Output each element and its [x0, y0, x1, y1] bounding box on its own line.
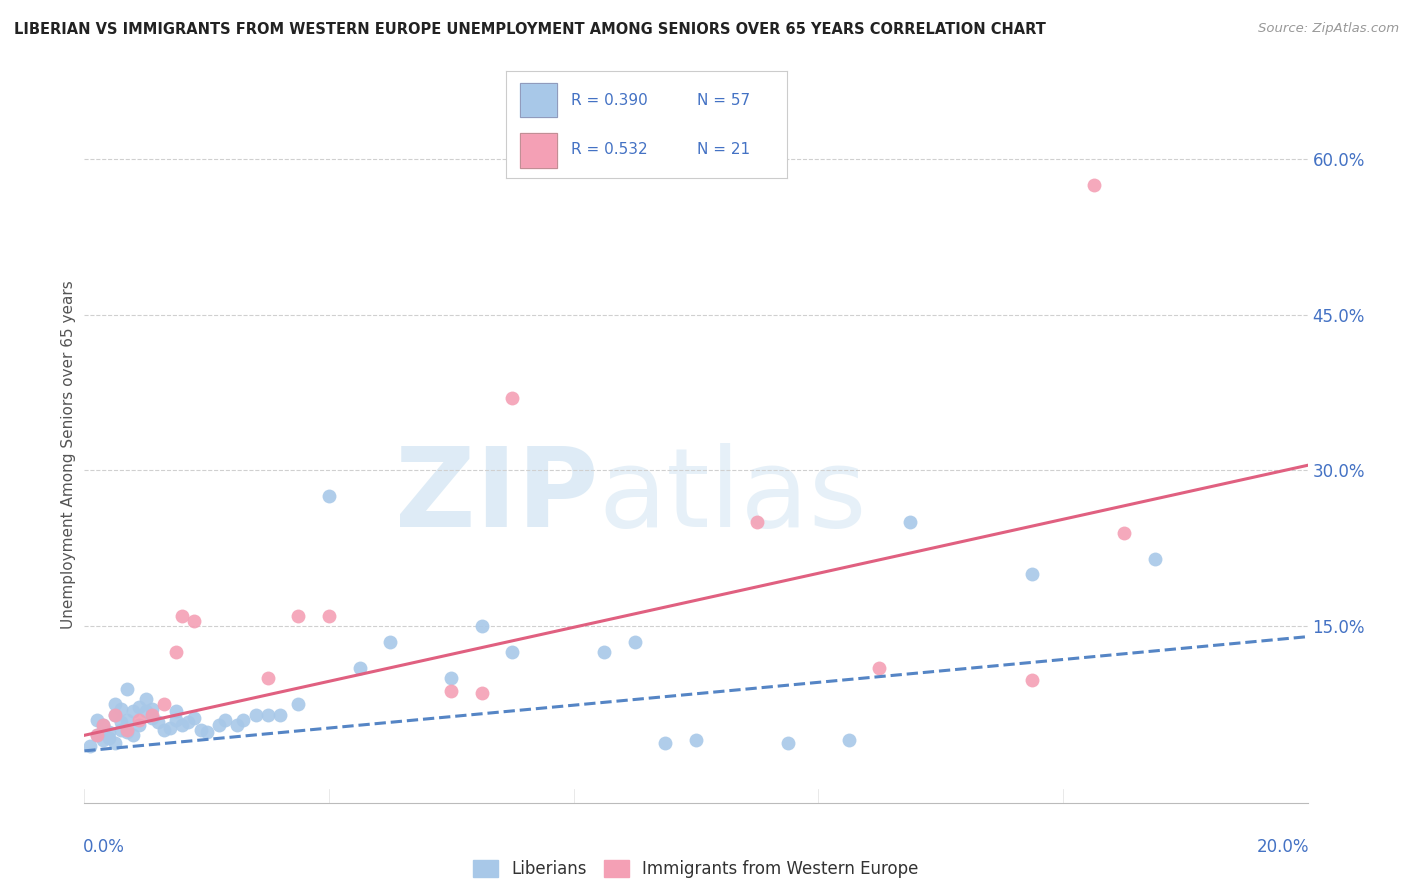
Point — [153, 697, 176, 711]
Point — [624, 635, 647, 649]
Point — [1083, 178, 1105, 192]
Point — [502, 645, 524, 659]
Point — [91, 718, 114, 732]
Point — [195, 725, 218, 739]
Point — [1114, 525, 1136, 540]
Point — [97, 731, 120, 746]
Point — [122, 705, 145, 719]
Point — [440, 671, 463, 685]
Point — [128, 700, 150, 714]
Point — [208, 718, 231, 732]
Point — [165, 645, 187, 659]
Point — [128, 718, 150, 732]
Point — [287, 697, 309, 711]
Point — [91, 733, 114, 747]
Point — [654, 735, 676, 749]
Point — [86, 728, 108, 742]
Text: LIBERIAN VS IMMIGRANTS FROM WESTERN EUROPE UNEMPLOYMENT AMONG SENIORS OVER 65 YE: LIBERIAN VS IMMIGRANTS FROM WESTERN EURO… — [14, 22, 1046, 37]
Text: N = 57: N = 57 — [697, 93, 751, 108]
Point — [172, 608, 194, 623]
Bar — [520, 134, 557, 168]
Point — [141, 711, 163, 725]
Point — [898, 516, 921, 530]
Text: 20.0%: 20.0% — [1257, 838, 1309, 855]
Point — [183, 711, 205, 725]
Legend: Liberians, Immigrants from Western Europe: Liberians, Immigrants from Western Europ… — [467, 854, 925, 885]
Y-axis label: Unemployment Among Seniors over 65 years: Unemployment Among Seniors over 65 years — [60, 281, 76, 629]
Point — [115, 725, 138, 739]
Point — [165, 713, 187, 727]
Point — [685, 733, 707, 747]
Point — [869, 661, 891, 675]
Point — [146, 714, 169, 729]
Point — [110, 702, 132, 716]
Point — [165, 705, 187, 719]
Point — [245, 707, 267, 722]
Point — [257, 707, 280, 722]
Text: 0.0%: 0.0% — [83, 838, 125, 855]
Text: R = 0.532: R = 0.532 — [571, 142, 647, 157]
Point — [104, 707, 127, 722]
Point — [115, 681, 138, 696]
Point — [172, 718, 194, 732]
Point — [257, 671, 280, 685]
Point — [79, 739, 101, 753]
Point — [97, 725, 120, 739]
Point — [471, 686, 494, 700]
Point — [141, 707, 163, 722]
Point — [747, 516, 769, 530]
Bar — [520, 83, 557, 118]
Point — [177, 714, 200, 729]
Point — [232, 713, 254, 727]
Point — [159, 721, 181, 735]
Point — [135, 692, 157, 706]
Point — [128, 713, 150, 727]
Point — [226, 718, 249, 732]
Point — [86, 713, 108, 727]
Point — [135, 705, 157, 719]
Point — [110, 714, 132, 729]
Point — [110, 723, 132, 738]
Text: atlas: atlas — [598, 443, 866, 550]
Bar — [520, 134, 557, 168]
Bar — [520, 83, 557, 118]
Point — [104, 707, 127, 722]
Point — [141, 702, 163, 716]
Point — [1021, 673, 1043, 688]
Point — [183, 614, 205, 628]
Point — [349, 661, 371, 675]
Text: N = 21: N = 21 — [697, 142, 751, 157]
Point — [440, 683, 463, 698]
Point — [593, 645, 616, 659]
Point — [91, 718, 114, 732]
Point — [115, 713, 138, 727]
Point — [104, 735, 127, 749]
Point — [122, 728, 145, 742]
Point — [471, 619, 494, 633]
Point — [502, 391, 524, 405]
Point — [318, 608, 340, 623]
Point — [153, 723, 176, 738]
Point — [838, 733, 860, 747]
Point — [1021, 567, 1043, 582]
Text: R = 0.390: R = 0.390 — [571, 93, 648, 108]
Point — [269, 707, 291, 722]
Point — [104, 697, 127, 711]
Point — [190, 723, 212, 738]
Point — [287, 608, 309, 623]
Point — [86, 728, 108, 742]
Point — [380, 635, 402, 649]
Text: Source: ZipAtlas.com: Source: ZipAtlas.com — [1258, 22, 1399, 36]
Point — [318, 490, 340, 504]
Point — [776, 735, 799, 749]
Point — [115, 723, 138, 738]
Text: ZIP: ZIP — [395, 443, 598, 550]
Point — [214, 713, 236, 727]
Point — [1143, 551, 1166, 566]
